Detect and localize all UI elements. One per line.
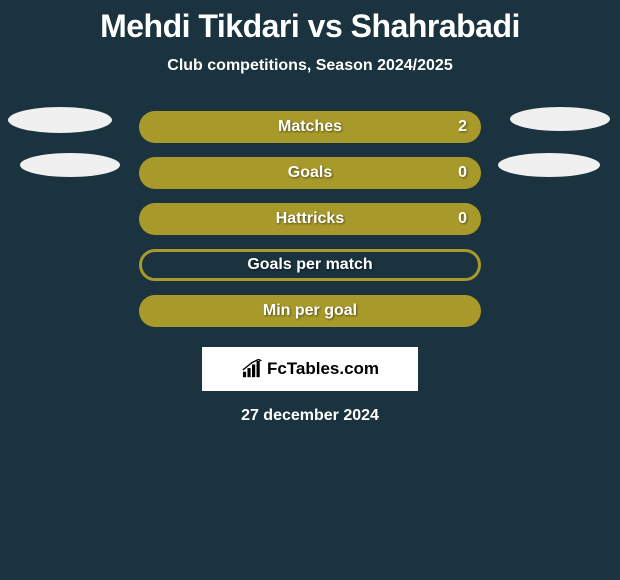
stat-value: 0 (458, 210, 467, 228)
stat-bar: Matches 2 (139, 111, 481, 143)
logo-text: FcTables.com (267, 359, 379, 379)
page-title: Mehdi Tikdari vs Shahrabadi (100, 8, 520, 45)
decorative-ellipse (498, 153, 600, 177)
stat-label: Matches (278, 118, 342, 136)
stat-bar: Min per goal (139, 295, 481, 327)
decorative-ellipse (510, 107, 610, 131)
stat-value: 2 (458, 118, 467, 136)
date-label: 27 december 2024 (241, 407, 379, 425)
stat-bar: Goals per match (139, 249, 481, 281)
logo-box: FcTables.com (202, 347, 418, 391)
stat-row: Matches 2 (0, 111, 620, 143)
stat-bar: Hattricks 0 (139, 203, 481, 235)
decorative-ellipse (20, 153, 120, 177)
page-subtitle: Club competitions, Season 2024/2025 (167, 57, 452, 75)
stat-label: Goals per match (247, 256, 372, 274)
stat-row: Goals per match (0, 249, 620, 281)
stat-label: Min per goal (263, 302, 357, 320)
stats-list: Matches 2 Goals 0 Hattricks 0 Goals per match M… (0, 111, 620, 327)
stat-value: 0 (458, 164, 467, 182)
chart-icon (241, 359, 263, 379)
stat-row: Min per goal (0, 295, 620, 327)
stat-row: Goals 0 (0, 157, 620, 189)
stat-label: Goals (288, 164, 332, 182)
decorative-ellipse (8, 107, 112, 133)
stat-label: Hattricks (276, 210, 344, 228)
stat-bar: Goals 0 (139, 157, 481, 189)
stat-row: Hattricks 0 (0, 203, 620, 235)
